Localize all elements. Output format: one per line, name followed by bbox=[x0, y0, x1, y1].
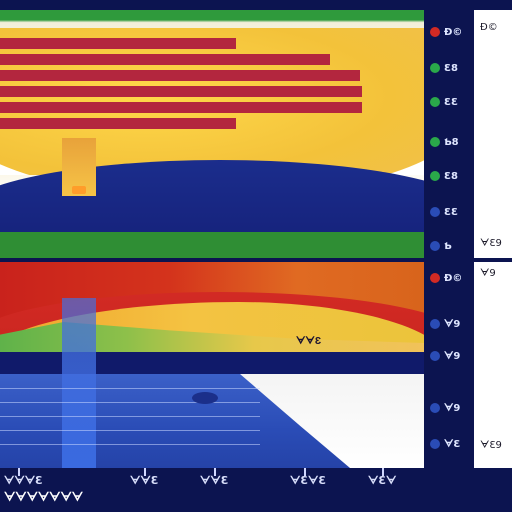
legend-label: ᗄ9 bbox=[444, 350, 461, 362]
grid-line bbox=[0, 388, 260, 389]
legend-item[interactable]: Ɛ8 bbox=[424, 58, 472, 78]
legend-swatch-icon bbox=[430, 97, 440, 107]
axis-tick-label: ᗄᗄƐ bbox=[130, 474, 159, 487]
legend-swatch-icon bbox=[430, 439, 440, 449]
legend-label: ƐƐ bbox=[444, 96, 458, 108]
legend-label: Ɛ8 bbox=[444, 62, 458, 74]
legend-label: Ð© bbox=[444, 26, 463, 38]
legend-item[interactable]: ᗄ9 bbox=[424, 346, 472, 366]
axis-tick-label: ᗄᗄᗄƐ bbox=[4, 474, 43, 487]
axis-tick bbox=[144, 468, 146, 476]
red-stripe bbox=[0, 118, 236, 129]
legend-label: Ƅ8 bbox=[444, 136, 459, 148]
upper-plot-panel[interactable] bbox=[0, 10, 424, 258]
axis-tick bbox=[18, 468, 20, 476]
axis-tick-label: ᗄƐᗄƐ bbox=[290, 474, 327, 487]
legend-label: ᗄƐ bbox=[444, 438, 461, 450]
legend-item[interactable]: Ð© bbox=[424, 22, 472, 42]
legend-item[interactable]: ᗄƐ bbox=[424, 434, 472, 454]
side-panel-upper: Ð© ᗄƐ9 bbox=[474, 10, 512, 258]
legend-swatch-icon bbox=[430, 241, 440, 251]
legend-item[interactable]: Ɛ8 bbox=[424, 166, 472, 186]
red-stripe bbox=[0, 102, 362, 113]
legend-swatch-icon bbox=[430, 403, 440, 413]
axis-title: ᗄᗄᗄᗄᗄᗄᗄ bbox=[4, 490, 84, 504]
legend-label: Ƅ bbox=[444, 240, 452, 252]
legend-swatch-icon bbox=[430, 137, 440, 147]
legend-swatch-icon bbox=[430, 319, 440, 329]
legend-item[interactable]: ƐƐ bbox=[424, 92, 472, 112]
side-label: ᗄ9 bbox=[480, 268, 496, 279]
marker bbox=[192, 392, 218, 404]
legend-item[interactable]: ᗄ9 bbox=[424, 314, 472, 334]
side-label: ᗄƐ9 bbox=[480, 238, 502, 249]
legend-item[interactable]: ᗄ9 bbox=[424, 398, 472, 418]
axis-tick-label: ᗄƐᗄ bbox=[368, 474, 397, 487]
grid-line bbox=[0, 416, 260, 417]
legend-item[interactable]: ƐƐ bbox=[424, 202, 472, 222]
legend-label: ᗄ9 bbox=[444, 402, 461, 414]
blue-column bbox=[62, 298, 96, 468]
axis-tick-label: ᗄᗄƐ bbox=[200, 474, 229, 487]
legend-upper: Ð© Ɛ8 ƐƐ Ƅ8 Ɛ8 ƐƐ Ƅ bbox=[424, 10, 472, 258]
red-stripe bbox=[0, 54, 330, 65]
lower-plot-panel[interactable]: ᗄᗄƐ bbox=[0, 262, 424, 468]
x-axis: ᗄᗄᗄᗄᗄᗄᗄ ᗄᗄᗄƐ ᗄᗄƐ ᗄᗄƐ ᗄƐᗄƐ ᗄƐᗄ bbox=[0, 468, 512, 512]
legend-swatch-icon bbox=[430, 27, 440, 37]
legend-item[interactable]: Ð© bbox=[424, 268, 472, 288]
red-stripe bbox=[0, 38, 236, 49]
legend-label: Ð© bbox=[444, 272, 463, 284]
legend-swatch-icon bbox=[430, 351, 440, 361]
red-stripe bbox=[0, 70, 360, 81]
green-baseline bbox=[0, 232, 424, 258]
axis-tick bbox=[382, 468, 384, 476]
legend-label: ᗄ9 bbox=[444, 318, 461, 330]
side-panel-lower: ᗄ9 ᗄƐ9 bbox=[474, 262, 512, 468]
legend-swatch-icon bbox=[430, 63, 440, 73]
side-label: Ð© bbox=[480, 22, 498, 33]
red-stripe bbox=[0, 86, 362, 97]
legend-item[interactable]: Ƅ8 bbox=[424, 132, 472, 152]
legend-swatch-icon bbox=[430, 171, 440, 181]
marker bbox=[72, 186, 86, 194]
legend-label: ƐƐ bbox=[444, 206, 458, 218]
legend-lower: Ð© ᗄ9 ᗄ9 ᗄ9 ᗄƐ bbox=[424, 262, 472, 468]
axis-tick bbox=[304, 468, 306, 476]
side-label: ᗄƐ9 bbox=[480, 440, 502, 451]
plot-label: ᗄᗄƐ bbox=[296, 336, 322, 347]
legend-item[interactable]: Ƅ bbox=[424, 236, 472, 256]
axis-tick bbox=[214, 468, 216, 476]
grid-line bbox=[0, 430, 260, 431]
legend-swatch-icon bbox=[430, 207, 440, 217]
legend-label: Ɛ8 bbox=[444, 170, 458, 182]
grid-line bbox=[0, 444, 260, 445]
grid-line bbox=[0, 402, 260, 403]
legend-swatch-icon bbox=[430, 273, 440, 283]
